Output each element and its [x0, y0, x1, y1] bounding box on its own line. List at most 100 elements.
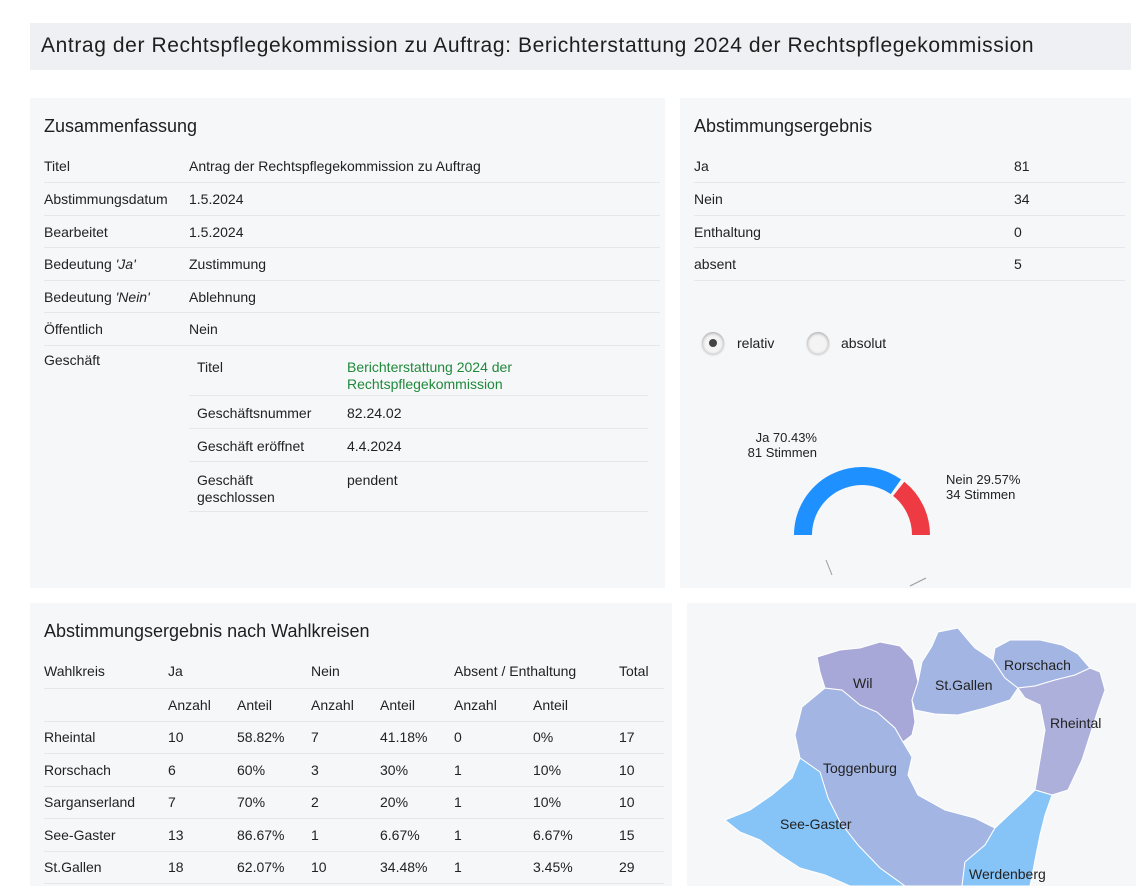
map-region-wil[interactable]: [816, 641, 919, 743]
geschaeft-title-link[interactable]: Berichterstattung 2024 der Rechtspflegek…: [347, 358, 512, 392]
table-cell: 15: [619, 818, 664, 852]
table-cell: 2: [311, 786, 380, 819]
vote-gauge-chart: [794, 467, 930, 587]
result-card: Abstimmungsergebnis Ja 81 Nein 34 Enthal…: [680, 98, 1131, 588]
table-cell: 1: [454, 753, 533, 787]
summary-value: Zustimmung: [189, 247, 660, 281]
summary-row: Bearbeitet 1.5.2024: [44, 215, 660, 248]
table-row: See-Gaster 13 86.67% 1 6.67% 1 6.67% 15: [44, 818, 664, 852]
summary-label: Abstimmungsdatum: [44, 182, 189, 216]
result-row: absent 5: [694, 247, 1125, 281]
table-cell: 1: [454, 818, 533, 852]
map-label-rorschach: Rorschach: [1004, 657, 1071, 673]
table-cell: 20%: [380, 786, 454, 819]
table-cell: 10: [168, 721, 237, 754]
result-value: 34: [1014, 182, 1125, 216]
radio-selected-dot: [709, 339, 717, 347]
subheader-absent-anzahl: Anzahl: [454, 688, 533, 722]
gauge-connector-ja: [825, 559, 833, 576]
result-label: absent: [694, 247, 1014, 281]
map-card: Wil St.Gallen Rorschach Rheintal Toggenb…: [687, 603, 1136, 886]
result-row: Enthaltung 0: [694, 215, 1125, 248]
summary-label: Bedeutung 'Ja': [44, 247, 189, 281]
summary-row: Abstimmungsdatum 1.5.2024: [44, 182, 660, 216]
radio-absolut-label[interactable]: absolut: [841, 335, 887, 351]
map-region-seegaster[interactable]: [724, 757, 906, 886]
gauge-label-ja-votes: 81 Stimmen: [747, 445, 817, 460]
summary-value: Nein: [189, 312, 660, 346]
cell-wahlkreis: Rorschach: [44, 753, 168, 787]
geschaeft-value: pendent: [347, 461, 648, 512]
radio-absolut[interactable]: [807, 332, 829, 354]
summary-row: Titel Antrag der Rechtspflegekommission …: [44, 150, 660, 183]
table-cell: 0%: [533, 721, 619, 754]
table-cell: 30%: [380, 753, 454, 787]
cell-wahlkreis: See-Gaster: [44, 818, 168, 852]
geschaeft-label: Titel: [189, 345, 347, 396]
map-label-werdenberg: Werdenberg: [969, 866, 1046, 882]
gauge-slice-ja[interactable]: [794, 467, 902, 535]
table-cell: 18: [168, 851, 237, 884]
table-row: Rorschach 6 60% 3 30% 1 10% 10: [44, 753, 664, 787]
wahlkreise-header-row: Wahlkreis Ja Nein Absent / Enthaltung To…: [44, 655, 664, 689]
table-cell: 41.18%: [380, 721, 454, 754]
table-cell: 10: [619, 753, 664, 787]
map-label-stgallen: St.Gallen: [935, 677, 993, 693]
table-cell: 58.82%: [237, 721, 311, 754]
table-cell: 60%: [237, 753, 311, 787]
map-region-werdenberg[interactable]: [961, 789, 1053, 886]
page-title-bar: Antrag der Rechtspflegekommission zu Auf…: [30, 23, 1131, 70]
table-cell: 10: [619, 786, 664, 819]
table-cell: 7: [311, 721, 380, 754]
subheader-nein-anzahl: Anzahl: [311, 688, 380, 722]
table-cell: 7: [168, 786, 237, 819]
result-value: 0: [1014, 215, 1125, 248]
result-heading: Abstimmungsergebnis: [694, 116, 873, 136]
gauge-label-ja-pct: Ja 70.43%: [755, 430, 817, 445]
summary-label: Geschäft: [44, 351, 101, 368]
table-cell: 86.67%: [237, 818, 311, 852]
table-cell: 6: [168, 753, 237, 787]
map-label-wil: Wil: [853, 675, 872, 691]
result-label: Enthaltung: [694, 215, 1014, 248]
summary-value: 1.5.2024: [189, 182, 660, 216]
result-label: Ja: [694, 150, 1014, 183]
geschaeft-label: Geschäft geschlossen: [189, 461, 347, 512]
map-label-rheintal: Rheintal: [1050, 715, 1101, 731]
table-cell: 1: [311, 818, 380, 852]
summary-label: Bedeutung 'Nein': [44, 280, 189, 313]
summary-value: Ablehnung: [189, 280, 660, 313]
cell-wahlkreis: Rheintal: [44, 721, 168, 754]
wahlkreise-subheader-row: Anzahl Anteil Anzahl Anteil Anzahl Antei…: [44, 688, 664, 722]
header-nein: Nein: [311, 655, 454, 689]
summary-value: Antrag der Rechtspflegekommission zu Auf…: [189, 150, 660, 183]
geschaeft-table: Titel Berichterstattung 2024 der Rechtsp…: [189, 345, 648, 512]
gauge-slice-nein[interactable]: [893, 481, 930, 535]
table-cell: 1: [454, 786, 533, 819]
table-cell: 10%: [533, 786, 619, 819]
wahlkreise-map: Wil St.Gallen Rorschach Rheintal Toggenb…: [724, 627, 1106, 886]
table-row: St.Gallen 18 62.07% 10 34.48% 1 3.45% 29: [44, 851, 664, 884]
geschaeft-value: 82.24.02: [347, 395, 648, 429]
radio-relativ-label[interactable]: relativ: [737, 335, 775, 351]
cell-wahlkreis: Sarganserland: [44, 786, 168, 819]
summary-heading: Zusammenfassung: [44, 116, 198, 136]
subheader-nein-anteil: Anteil: [380, 688, 454, 722]
wahlkreise-heading: Abstimmungsergebnis nach Wahlkreisen: [44, 621, 370, 641]
table-cell: 0: [454, 721, 533, 754]
header-absent: Absent / Enthaltung: [454, 655, 619, 689]
map-label-toggenburg: Toggenburg: [823, 760, 897, 776]
header-total: Total: [619, 655, 664, 689]
summary-card: Zusammenfassung Titel Antrag der Rechtsp…: [30, 98, 665, 588]
geschaeft-row: Titel Berichterstattung 2024 der Rechtsp…: [189, 345, 648, 396]
map-region-rheintal[interactable]: [1017, 667, 1106, 796]
radio-relativ[interactable]: [702, 332, 724, 354]
header-wahlkreis: Wahlkreis: [44, 655, 168, 689]
geschaeft-label: Geschäftsnummer: [189, 395, 347, 429]
table-cell: 29: [619, 851, 664, 884]
gauge-connector-nein: [909, 577, 927, 587]
result-value: 81: [1014, 150, 1125, 183]
summary-label: Titel: [44, 150, 189, 183]
table-cell: 6.67%: [380, 818, 454, 852]
summary-row: Bedeutung 'Ja' Zustimmung: [44, 247, 660, 281]
